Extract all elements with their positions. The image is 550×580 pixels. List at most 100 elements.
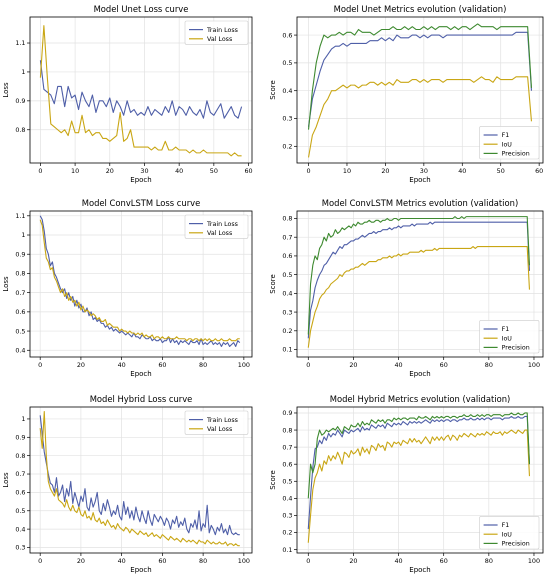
axes-frame [29,210,253,358]
x-tick-label: 30 [140,167,148,175]
x-tick-label: 0 [38,361,42,369]
y-tick-label: 1 [21,231,25,239]
x-tick-label: 60 [158,361,166,369]
y-tick-label: 0.3 [282,308,292,316]
y-tick-label: 0.1 [282,346,292,354]
legend-label: Val Loss [207,36,232,43]
legend: Train Loss Val Loss [184,20,249,45]
y-tick-label: 0.7 [282,443,292,451]
x-tick-label: 100 [528,557,540,565]
legend-label: F1 [502,326,510,333]
y-tick-label: 0.8 [15,126,25,134]
axes-frame [296,406,544,554]
y-tick-label: 1 [21,68,25,76]
x-tick-label: 0 [38,167,42,175]
y-axis-label: Loss [2,276,10,292]
y-tick-label: 1 [21,415,25,423]
x-tick-label: 20 [349,361,357,369]
series-line-f1 [307,31,533,127]
x-tick-label: 30 [420,167,428,175]
y-tick-label: 0.9 [15,97,25,105]
y-tick-label: 0.8 [15,270,25,278]
chart-2: 0 10 20 30 40 50 60 0.2 0.3 0.4 0.5 0.6 Model Unet M… [269,4,544,184]
series-line-precision [307,216,531,335]
x-tick-label: 40 [118,557,126,565]
legend-label: Precision [502,345,530,352]
chart-title: Model Unet Metrics evolution (validation… [334,4,507,14]
y-tick-label: 0.3 [282,512,292,520]
x-tick-label: 20 [77,361,85,369]
series-line-precision [307,412,531,499]
x-tick-label: 80 [199,361,207,369]
y-tick-label: 0.2 [282,529,292,537]
series-line-train-loss [39,415,240,536]
x-tick-label: 80 [485,361,493,369]
legend-label: Val Loss [207,426,232,433]
series-line-val-loss [39,25,242,157]
y-axis-label: Loss [2,82,10,98]
legend: F1 IoU Precision [479,516,540,550]
x-tick-label: 60 [244,167,252,175]
chart-title: Model Hybrid Loss curve [90,394,193,404]
y-tick-label: 0.5 [282,59,292,67]
y-tick-label: 0.9 [15,250,25,258]
y-axis-label: Score [269,80,277,100]
y-tick-label: 0.3 [15,544,25,552]
x-tick-label: 60 [158,557,166,565]
y-tick-label: 0.8 [282,215,292,223]
series-line-iou [307,246,531,348]
legend-label: F1 [502,522,510,529]
y-tick-label: 1.1 [15,39,25,47]
y-tick-label: 0.4 [15,346,25,354]
y-tick-label: 0.7 [15,289,25,297]
y-tick-label: 0.5 [282,477,292,485]
y-tick-label: 0.8 [15,452,25,460]
x-tick-label: 50 [497,167,505,175]
y-axis-label: Loss [2,472,10,488]
x-tick-label: 20 [349,557,357,565]
legend-label: Val Loss [207,230,232,237]
chart-title: Model Hybrid Metrics evolution (validati… [330,394,511,404]
x-axis-label: Epoch [130,566,151,574]
y-tick-label: 0.4 [282,495,292,503]
y-tick-label: 0.9 [15,434,25,442]
series-line-f1 [307,221,531,339]
x-tick-label: 40 [394,557,402,565]
chart-3: 0 20 40 60 80 100 0.4 0.5 0.6 0.7 0.8 0.9 1 1.1 Model … [2,198,253,378]
x-tick-label: 60 [440,361,448,369]
legend-label: Train Loss [206,417,238,424]
legend: Train Loss Val Loss [184,214,249,239]
x-tick-label: 0 [306,167,310,175]
legend-label: Precision [502,151,530,158]
y-tick-label: 0.6 [282,31,292,39]
chart-1: 0 10 20 30 40 50 60 0.8 0.9 1 1.1 Model Unet Loss c… [2,4,253,184]
x-tick-label: 40 [394,361,402,369]
chart-4: 0 20 40 60 80 100 0.1 0.2 0.3 0.4 0.5 0.6 0.7 0.8 Mode… [269,198,544,378]
series-line-iou [307,429,531,543]
y-tick-label: 0.6 [15,308,25,316]
legend-label: IoU [502,531,513,538]
legend-label: Precision [502,541,530,548]
x-tick-label: 20 [77,557,85,565]
y-tick-label: 0.1 [282,546,292,554]
y-tick-label: 0.2 [282,327,292,335]
legend: F1 IoU Precision [479,126,540,160]
y-tick-label: 0.7 [15,470,25,478]
x-tick-label: 0 [306,557,310,565]
series-line-train-loss [39,215,241,347]
x-tick-label: 10 [343,167,351,175]
series-line-val-loss [39,411,240,547]
series-line-precision [307,23,533,130]
axes-frame [29,406,253,554]
x-axis-label: Epoch [409,566,430,574]
y-tick-label: 0.6 [282,460,292,468]
y-axis-label: Score [269,470,277,490]
series-line-val-loss [39,219,240,342]
x-tick-label: 20 [106,167,114,175]
legend-label: Train Loss [206,221,238,228]
legend-label: IoU [502,335,513,342]
chart-title: Model ConvLSTM Metrics evolution (valida… [322,198,518,208]
x-tick-label: 60 [535,167,543,175]
legend-label: F1 [502,132,510,139]
y-tick-label: 0.4 [15,525,25,533]
